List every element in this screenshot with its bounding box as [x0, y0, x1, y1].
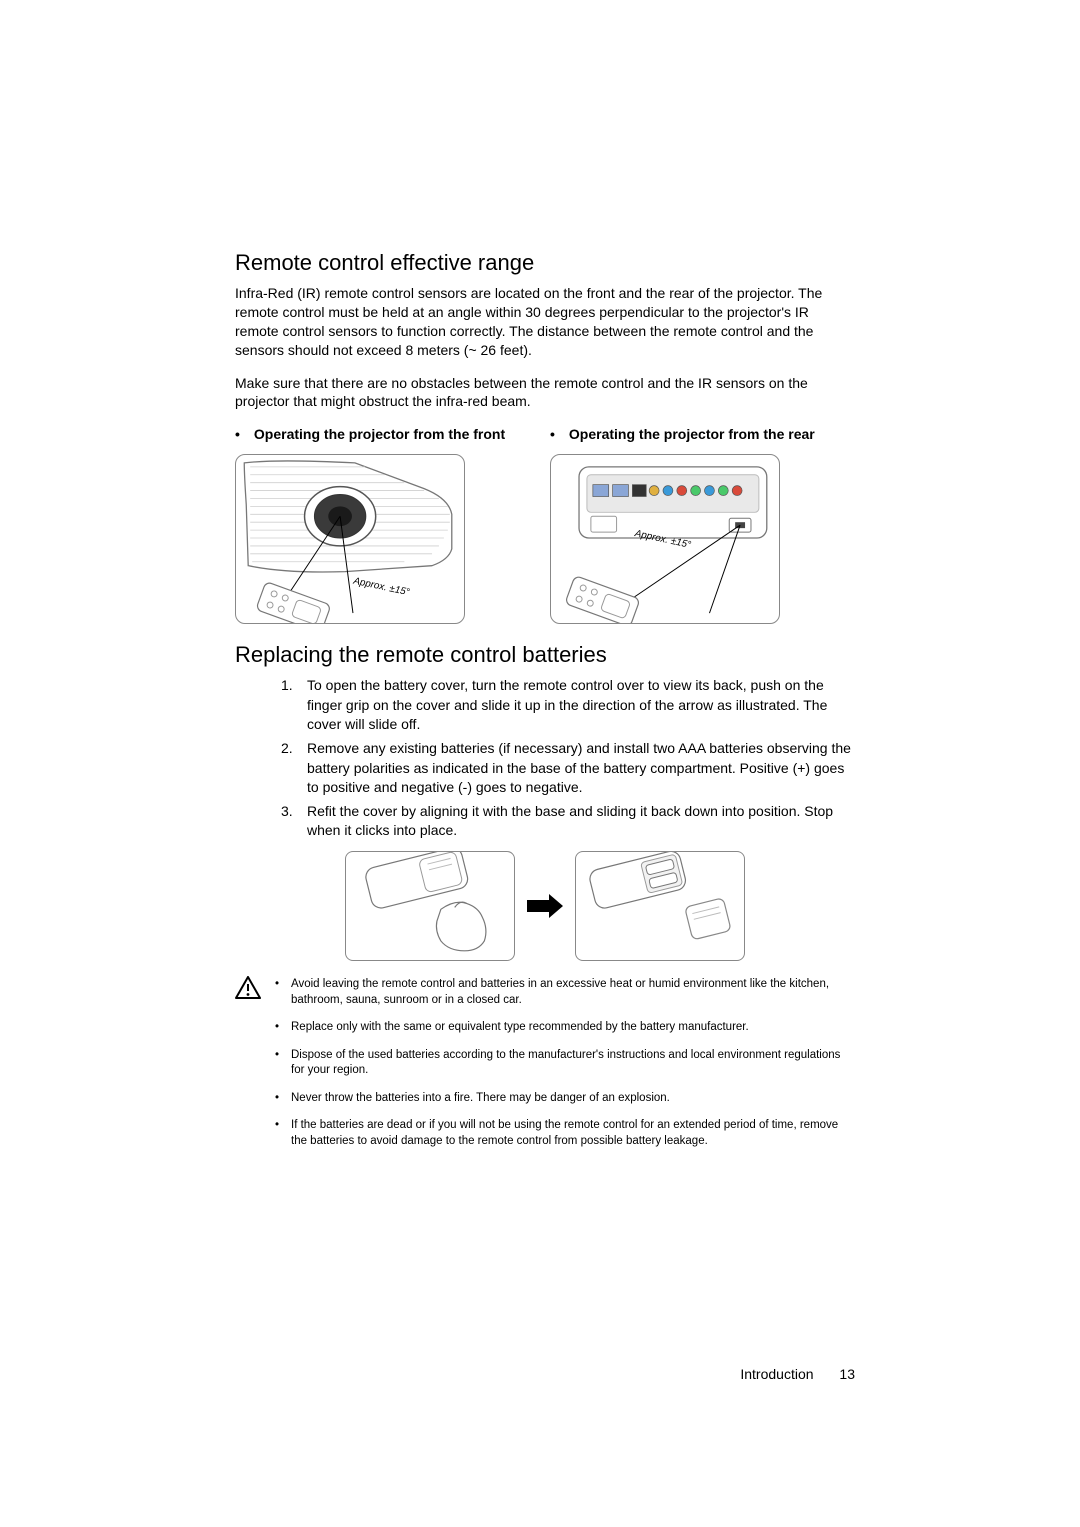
rear-label: Operating the projector from the rear — [569, 425, 815, 444]
warning-text: Dispose of the used batteries according … — [291, 1048, 855, 1079]
step-number: 1. — [281, 676, 307, 735]
operating-columns: • Operating the projector from the front — [235, 425, 855, 624]
step-item: 1. To open the battery cover, turn the r… — [281, 676, 855, 735]
section-title-batteries: Replacing the remote control batteries — [235, 642, 855, 668]
warning-block: •Avoid leaving the remote control and ba… — [235, 977, 855, 1161]
rear-column: • Operating the projector from the rear — [550, 425, 855, 624]
warning-item: •Avoid leaving the remote control and ba… — [275, 977, 855, 1008]
battery-fig-open — [345, 851, 515, 961]
battery-fig-insert — [575, 851, 745, 961]
steps-list: 1. To open the battery cover, turn the r… — [235, 676, 855, 841]
warning-item: •Replace only with the same or equivalen… — [275, 1020, 855, 1036]
warning-list: •Avoid leaving the remote control and ba… — [275, 977, 855, 1161]
warning-item: •Never throw the batteries into a fire. … — [275, 1091, 855, 1107]
step-number: 2. — [281, 739, 307, 798]
footer-page-number: 13 — [839, 1366, 855, 1382]
front-label: Operating the projector from the front — [254, 425, 505, 444]
step-item: 2. Remove any existing batteries (if nec… — [281, 739, 855, 798]
page-footer: Introduction 13 — [740, 1366, 855, 1382]
step-text: Refit the cover by aligning it with the … — [307, 802, 855, 841]
bullet-icon: • — [235, 425, 240, 444]
warning-text: Replace only with the same or equivalent… — [291, 1020, 749, 1036]
step-text: To open the battery cover, turn the remo… — [307, 676, 855, 735]
footer-section-name: Introduction — [740, 1366, 813, 1382]
front-heading: • Operating the projector from the front — [235, 425, 540, 444]
step-text: Remove any existing batteries (if necess… — [307, 739, 855, 798]
warning-item: •If the batteries are dead or if you wil… — [275, 1118, 855, 1149]
approx-front: Approx. ±15° — [351, 576, 410, 599]
warning-item: •Dispose of the used batteries according… — [275, 1048, 855, 1079]
step-number: 3. — [281, 802, 307, 841]
bullet-icon: • — [550, 425, 555, 444]
warning-text: Never throw the batteries into a fire. T… — [291, 1091, 670, 1107]
section-title-range: Remote control effective range — [235, 250, 855, 276]
warning-icon — [235, 976, 261, 1000]
rear-heading: • Operating the projector from the rear — [550, 425, 855, 444]
range-para-2: Make sure that there are no obstacles be… — [235, 374, 855, 412]
warning-text: Avoid leaving the remote control and bat… — [291, 977, 855, 1008]
range-para-1: Infra-Red (IR) remote control sensors ar… — [235, 284, 855, 360]
warning-text: If the batteries are dead or if you will… — [291, 1118, 855, 1149]
step-item: 3. Refit the cover by aligning it with t… — [281, 802, 855, 841]
front-column: • Operating the projector from the front — [235, 425, 540, 624]
battery-figures — [235, 851, 855, 961]
rear-diagram: Approx. ±15° — [550, 454, 780, 624]
arrow-icon — [527, 894, 563, 918]
front-diagram: Approx. ±15° — [235, 454, 465, 624]
